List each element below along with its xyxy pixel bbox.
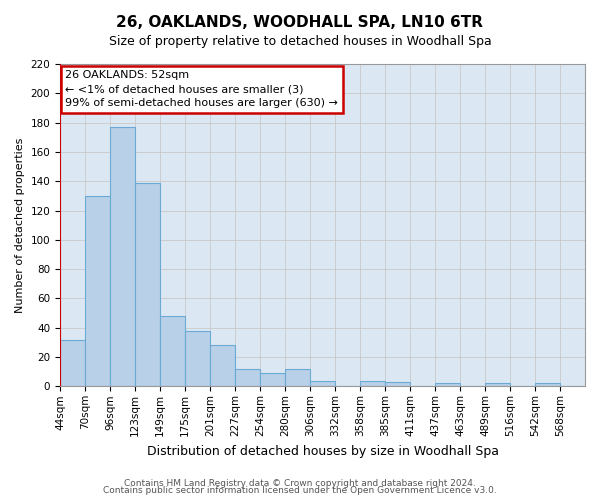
Bar xyxy=(435,384,460,386)
Bar xyxy=(185,330,210,386)
Bar xyxy=(60,340,85,386)
Text: Contains HM Land Registry data © Crown copyright and database right 2024.: Contains HM Land Registry data © Crown c… xyxy=(124,478,476,488)
Bar xyxy=(235,369,260,386)
Bar xyxy=(160,316,185,386)
X-axis label: Distribution of detached houses by size in Woodhall Spa: Distribution of detached houses by size … xyxy=(146,444,499,458)
Bar xyxy=(260,373,285,386)
Bar xyxy=(360,380,385,386)
Bar xyxy=(135,182,160,386)
Text: Contains public sector information licensed under the Open Government Licence v3: Contains public sector information licen… xyxy=(103,486,497,495)
Bar xyxy=(210,346,235,387)
Text: 26 OAKLANDS: 52sqm
← <1% of detached houses are smaller (3)
99% of semi-detached: 26 OAKLANDS: 52sqm ← <1% of detached hou… xyxy=(65,70,338,108)
Bar xyxy=(535,384,560,386)
Bar xyxy=(310,380,335,386)
Bar xyxy=(385,382,410,386)
Bar xyxy=(485,384,510,386)
Bar xyxy=(110,127,135,386)
Text: Size of property relative to detached houses in Woodhall Spa: Size of property relative to detached ho… xyxy=(109,35,491,48)
Y-axis label: Number of detached properties: Number of detached properties xyxy=(15,138,25,313)
Bar xyxy=(85,196,110,386)
Bar xyxy=(285,369,310,386)
Text: 26, OAKLANDS, WOODHALL SPA, LN10 6TR: 26, OAKLANDS, WOODHALL SPA, LN10 6TR xyxy=(116,15,484,30)
